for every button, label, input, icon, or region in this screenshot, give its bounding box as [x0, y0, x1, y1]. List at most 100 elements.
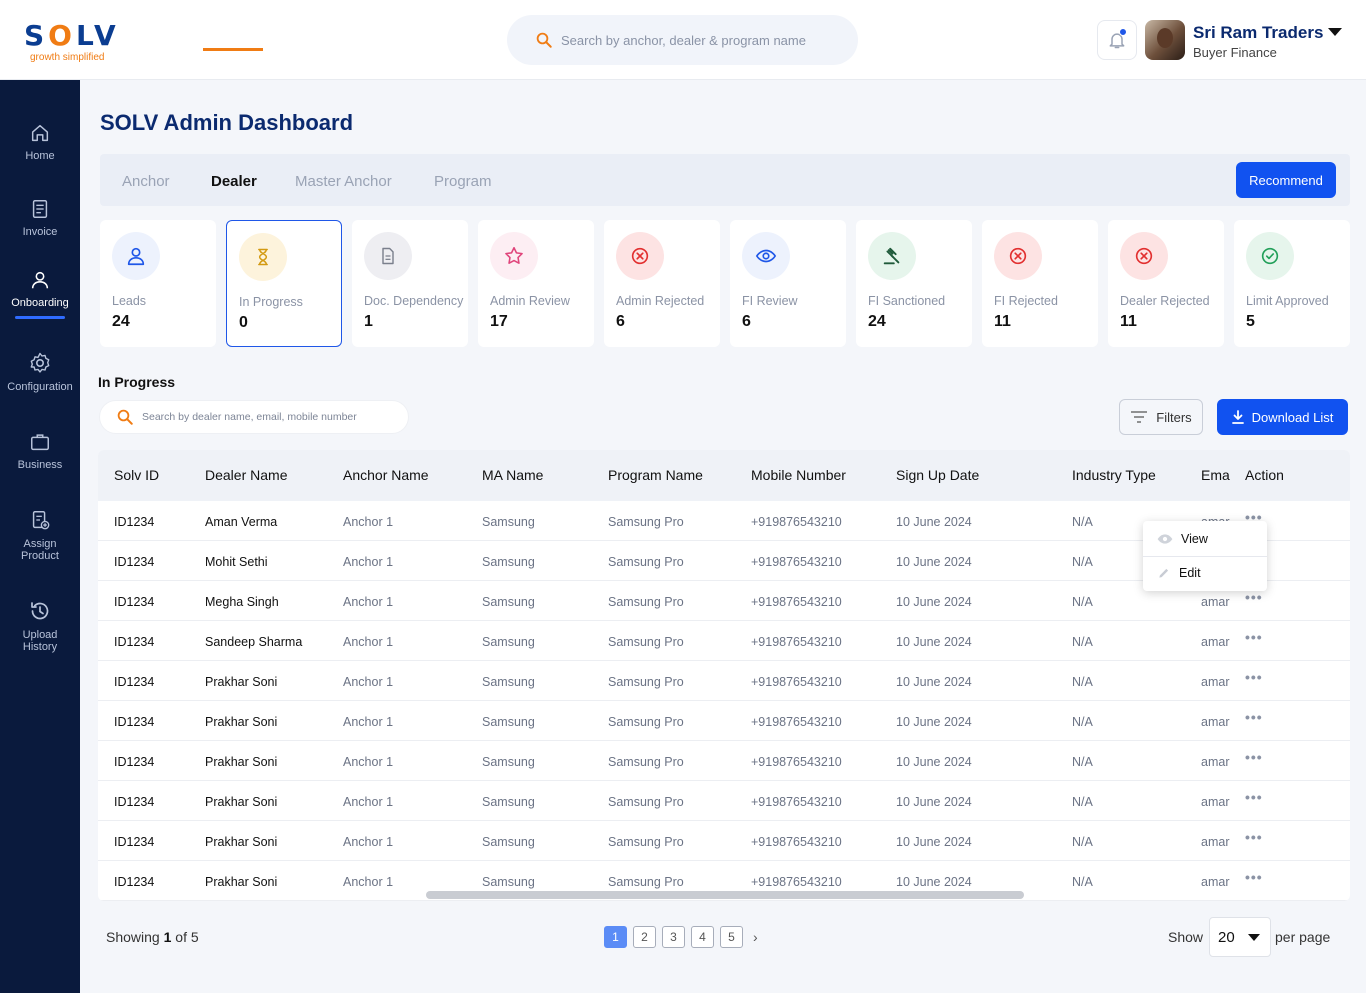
table-cell: N/A — [1072, 595, 1093, 609]
column-header[interactable]: Program Name — [608, 467, 703, 483]
table-search-input[interactable] — [142, 411, 392, 423]
column-header[interactable]: Action — [1245, 467, 1284, 483]
row-action-more-icon[interactable]: ••• — [1245, 869, 1263, 885]
sidebar-item-label: Invoice — [22, 226, 58, 238]
next-page-chevron-icon[interactable]: › — [753, 929, 758, 945]
tab-program[interactable]: Program — [434, 173, 492, 190]
column-header[interactable]: Industry Type — [1072, 467, 1156, 483]
stat-card-fi-sanctioned[interactable]: FI Sanctioned 24 — [856, 220, 972, 347]
stat-card-doc-dependency[interactable]: Doc. Dependency 1 — [352, 220, 468, 347]
menu-item-view[interactable]: View — [1157, 524, 1208, 554]
page-button[interactable]: 1 — [604, 926, 627, 948]
column-header[interactable]: Sign Up Date — [896, 467, 980, 483]
table-cell: 10 June 2024 — [896, 555, 972, 569]
sidebar-item-home[interactable]: Home — [0, 122, 80, 162]
table-row[interactable]: ID1234 Sandeep Sharma Anchor 1 Samsung Samsu… — [98, 621, 1350, 661]
table-row[interactable]: ID1234 Prakhar Soni Anchor 1 Samsung Samsung… — [98, 861, 1350, 901]
home-icon — [31, 124, 49, 142]
table-cell: amar — [1201, 675, 1230, 689]
table-cell: Anchor 1 — [343, 835, 394, 849]
stat-card-fi-review[interactable]: FI Review 6 — [730, 220, 846, 347]
column-header[interactable]: Ema — [1201, 467, 1230, 483]
sidebar-item-business[interactable]: Business — [0, 431, 80, 471]
sidebar-item-label: Home — [25, 150, 55, 162]
row-action-more-icon[interactable]: ••• — [1245, 669, 1263, 685]
row-action-more-icon[interactable]: ••• — [1245, 749, 1263, 765]
solv-logo[interactable]: SOLV growth simplified — [24, 19, 120, 64]
page-button[interactable]: 2 — [633, 926, 656, 948]
table-search-bar[interactable] — [99, 400, 409, 434]
column-header[interactable]: Solv ID — [114, 467, 160, 483]
column-header[interactable]: Mobile Number — [751, 467, 846, 483]
table-row[interactable]: ID1234 Prakhar Soni Anchor 1 Samsung Samsung… — [98, 741, 1350, 781]
table-cell: Anchor 1 — [343, 555, 394, 569]
table-cell: Anchor 1 — [343, 515, 394, 529]
logo-wordmark: SOLV — [24, 19, 120, 52]
table-cell: ID1234 — [114, 835, 155, 849]
global-search-bar[interactable] — [507, 15, 858, 65]
tabs-bar: Anchor Dealer Master Anchor Program — [100, 154, 1350, 206]
tab-anchor[interactable]: Anchor — [122, 173, 170, 190]
stat-card-admin-rejected[interactable]: Admin Rejected 6 — [604, 220, 720, 347]
table-cell: Prakhar Soni — [205, 675, 278, 689]
recommend-button[interactable]: Recommend — [1236, 162, 1336, 198]
user-menu-caret-icon[interactable] — [1328, 28, 1342, 36]
row-action-more-icon[interactable]: ••• — [1245, 789, 1263, 805]
row-action-more-icon[interactable]: ••• — [1245, 589, 1263, 605]
stat-icon-wrap — [490, 232, 538, 280]
table-row[interactable]: ID1234 Prakhar Soni Anchor 1 Samsung Samsung… — [98, 781, 1350, 821]
menu-item-edit[interactable]: Edit — [1157, 558, 1201, 588]
tab-dealer[interactable]: Dealer — [211, 173, 257, 190]
section-title: In Progress — [98, 374, 176, 390]
table-cell: Anchor 1 — [343, 755, 394, 769]
filters-button[interactable]: Filters — [1119, 399, 1203, 435]
global-search-input[interactable] — [561, 32, 831, 48]
table-row[interactable]: ID1234 Prakhar Soni Anchor 1 Samsung Samsung… — [98, 701, 1350, 741]
table-cell: Samsung Pro — [608, 675, 684, 689]
table-cell: Samsung Pro — [608, 875, 684, 889]
per-page-select[interactable]: 20 — [1209, 917, 1271, 957]
stat-card-in-progress[interactable]: In Progress 0 — [226, 220, 342, 347]
page-button[interactable]: 3 — [662, 926, 685, 948]
row-action-more-icon[interactable]: ••• — [1245, 709, 1263, 725]
avatar[interactable] — [1145, 20, 1185, 60]
stat-icon-wrap — [742, 232, 790, 280]
table-row[interactable]: ID1234 Megha Singh Anchor 1 Samsung Samsung … — [98, 581, 1350, 621]
table-cell: Samsung — [482, 595, 535, 609]
table-cell: amar — [1201, 755, 1230, 769]
row-action-more-icon[interactable]: ••• — [1245, 629, 1263, 645]
sidebar-item-onboarding[interactable]: Onboarding — [0, 269, 80, 319]
stat-icon-wrap — [616, 232, 664, 280]
table-cell: +919876543210 — [751, 555, 842, 569]
column-header[interactable]: Anchor Name — [343, 467, 429, 483]
table-row[interactable]: ID1234 Prakhar Soni Anchor 1 Samsung Samsung… — [98, 661, 1350, 701]
notification-button[interactable] — [1097, 20, 1137, 60]
page-button[interactable]: 4 — [691, 926, 714, 948]
sidebar-item-assign-product[interactable]: Assign Product — [0, 508, 80, 562]
stat-icon-wrap — [1120, 232, 1168, 280]
row-action-more-icon[interactable]: ••• — [1245, 829, 1263, 845]
stat-icon-wrap — [868, 232, 916, 280]
stat-card-fi-rejected[interactable]: FI Rejected 11 — [982, 220, 1098, 347]
stat-card-limit-approved[interactable]: Limit Approved 5 — [1234, 220, 1350, 347]
column-header[interactable]: MA Name — [482, 467, 544, 483]
page-button[interactable]: 5 — [720, 926, 743, 948]
table-row[interactable]: ID1234 Prakhar Soni Anchor 1 Samsung Samsung… — [98, 821, 1350, 861]
stat-card-admin-review[interactable]: Admin Review 17 — [478, 220, 594, 347]
stat-value: 0 — [239, 314, 248, 331]
table-cell: Samsung Pro — [608, 835, 684, 849]
stat-card-dealer-rejected[interactable]: Dealer Rejected 11 — [1108, 220, 1224, 347]
sidebar-item-invoice[interactable]: Invoice — [0, 198, 80, 238]
table-cell: N/A — [1072, 795, 1093, 809]
table-cell: Samsung — [482, 635, 535, 649]
sidebar-item-upload-history[interactable]: Upload History — [0, 599, 80, 653]
download-list-button[interactable]: Download List — [1217, 399, 1348, 435]
horizontal-scrollbar[interactable] — [426, 891, 1024, 899]
table-row[interactable]: ID1234 Aman Verma Anchor 1 Samsung Samsung P… — [98, 501, 1350, 541]
sidebar-item-configuration[interactable]: Configuration — [0, 351, 80, 393]
stat-card-leads[interactable]: Leads 24 — [100, 220, 216, 347]
tab-master-anchor[interactable]: Master Anchor — [295, 173, 392, 190]
column-header[interactable]: Dealer Name — [205, 467, 288, 483]
table-cell: Samsung Pro — [608, 555, 684, 569]
download-icon — [1231, 410, 1244, 424]
